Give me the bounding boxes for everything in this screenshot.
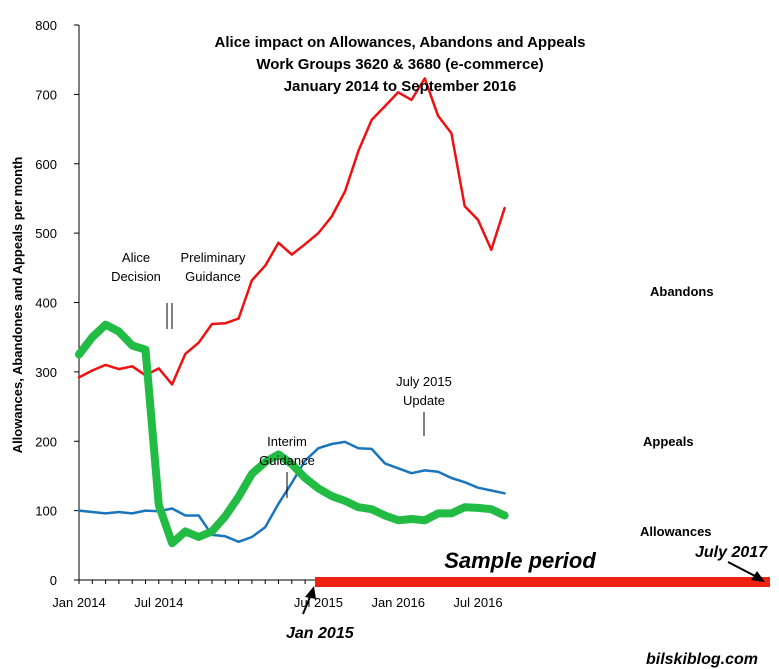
- axes: [79, 25, 765, 580]
- series-label-allowances: Allowances: [640, 524, 712, 539]
- annotation-alice-decision-line-1: Alice: [122, 250, 150, 265]
- y-tick-label: 100: [35, 504, 57, 519]
- x-tick-label: Jul 2014: [134, 595, 183, 610]
- annotation-july-2015-update-line-1: July 2015: [396, 374, 452, 389]
- sample-period-bar: [315, 577, 770, 587]
- x-tick-label: Jan 2014: [52, 595, 106, 610]
- annotation-interim-guidance-line-1: Interim: [267, 434, 307, 449]
- series-label-appeals: Appeals: [643, 434, 694, 449]
- y-tick-label: 0: [50, 573, 57, 588]
- annotation-interim-guidance-line-2: Guidance: [259, 453, 315, 468]
- sample-end-arrow-shaft: [728, 562, 757, 577]
- y-tick-label: 300: [35, 365, 57, 380]
- chart-title-line-1: Alice impact on Allowances, Abandons and…: [215, 34, 586, 51]
- y-tick-label: 700: [35, 87, 57, 102]
- annotation-preliminary-guidance-line-2: Guidance: [185, 269, 241, 284]
- x-tick-label: Jan 2016: [371, 595, 425, 610]
- y-tick-label: 200: [35, 434, 57, 449]
- y-tick-label: 400: [35, 296, 57, 311]
- source-credit: bilskiblog.com: [646, 651, 758, 668]
- chart-title-line-2: Work Groups 3620 & 3680 (e-commerce): [256, 56, 543, 73]
- x-tick-label: Jul 2016: [453, 595, 502, 610]
- chart-title-line-3: January 2014 to September 2016: [284, 78, 517, 95]
- series-line-abandons: [79, 78, 505, 384]
- y-tick-label: 800: [35, 18, 57, 33]
- annotation-preliminary-guidance-line-1: Preliminary: [180, 250, 246, 265]
- y-tick-label: 500: [35, 226, 57, 241]
- annotation-july-2015-update-line-2: Update: [403, 393, 445, 408]
- sample-end-label: July 2017: [695, 544, 768, 561]
- series-lines: [79, 78, 505, 543]
- sample-start-arrow-head: [305, 586, 316, 599]
- series-label-abandons: Abandons: [650, 284, 714, 299]
- y-axis-ticks: 0 100 200 300 400 500 600 700 800: [35, 18, 79, 588]
- annotation-alice-decision-line-2: Decision: [111, 269, 161, 284]
- y-tick-label: 600: [35, 157, 57, 172]
- x-tick-label: Jul 2015: [294, 595, 343, 610]
- sample-start-label: Jan 2015: [286, 625, 355, 642]
- y-axis-label: Allowances, Abandones and Appeals per mo…: [10, 157, 25, 454]
- sample-period-label: Sample period: [444, 548, 596, 573]
